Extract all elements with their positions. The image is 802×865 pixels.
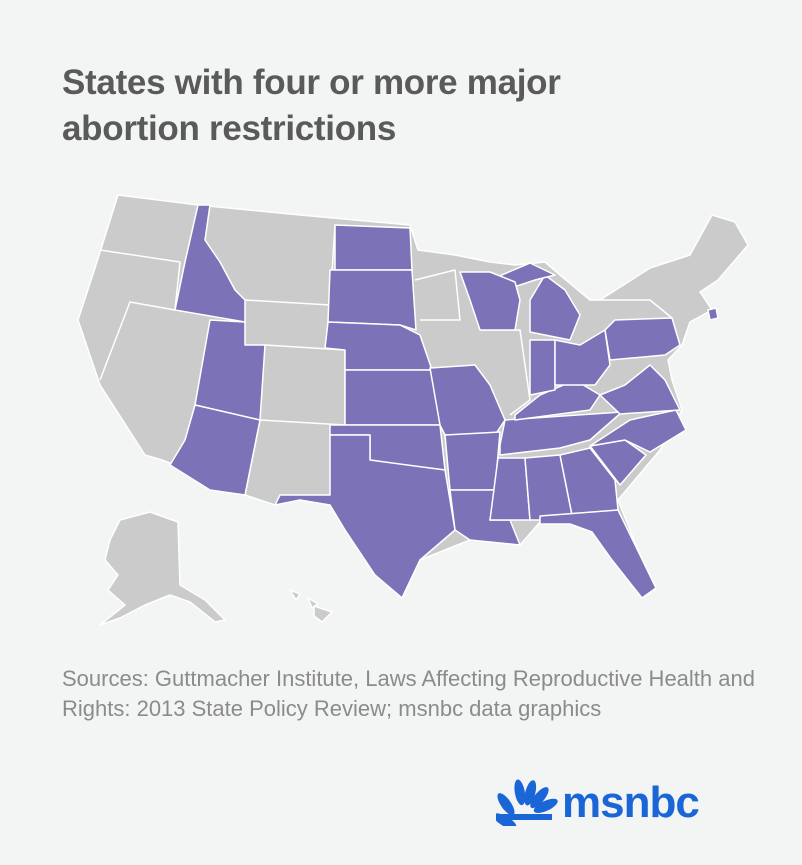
state	[174, 204, 246, 323]
state	[589, 409, 687, 453]
state	[327, 269, 417, 331]
state	[529, 274, 581, 341]
alaska	[99, 511, 226, 626]
state	[554, 329, 611, 386]
state	[529, 339, 556, 396]
state	[169, 404, 261, 496]
logo-text: msnbc	[562, 778, 699, 826]
state	[334, 224, 413, 271]
state	[459, 271, 521, 331]
state	[344, 369, 441, 426]
state	[274, 434, 456, 599]
state	[539, 509, 657, 599]
state	[707, 307, 719, 321]
state	[604, 317, 681, 361]
state	[559, 447, 619, 516]
us-map	[77, 194, 749, 626]
state	[489, 457, 531, 521]
hawaii	[289, 589, 301, 601]
hawaii	[313, 605, 333, 623]
title: States with four or more major abortion …	[62, 63, 561, 148]
state	[444, 431, 501, 491]
state	[429, 364, 506, 436]
logo: msnbc	[496, 778, 700, 826]
peacock-icon	[496, 779, 558, 826]
state	[599, 364, 681, 415]
state-borders	[600, 299, 673, 319]
state-borders	[414, 269, 461, 321]
sources: Sources: Guttmacher Institute, Laws Affe…	[62, 666, 755, 721]
state	[499, 411, 623, 456]
